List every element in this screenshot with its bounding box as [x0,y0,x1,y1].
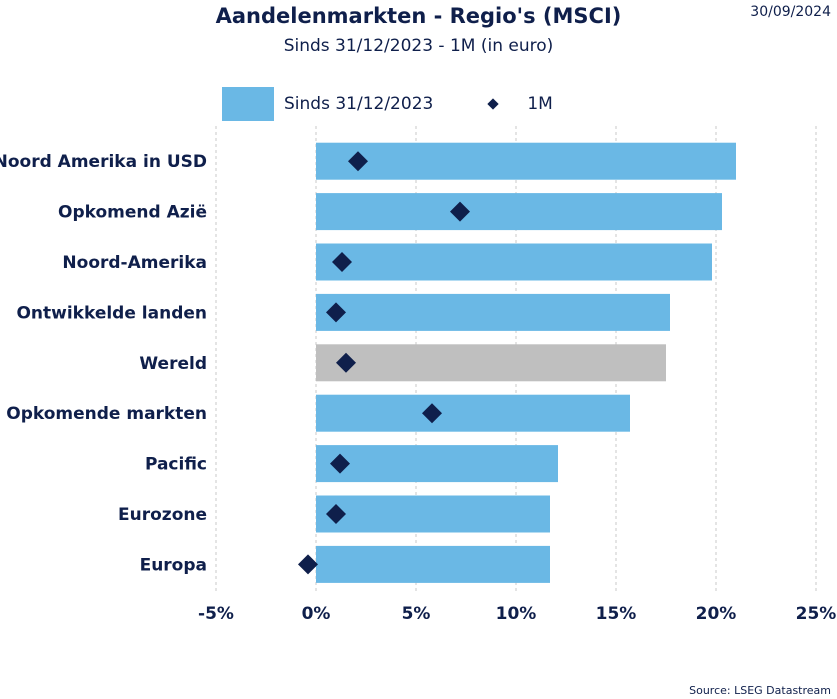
chart-subtitle: Sinds 31/12/2023 - 1M (in euro) [283,36,554,56]
category-label: Europa [140,555,207,575]
bar-5 [316,344,666,382]
category-label: Pacific [145,455,207,475]
category-label: Noord-Amerika [62,253,207,273]
marker-1m-4 [326,302,346,323]
x-tick-label: 20% [696,604,737,624]
marker-1m-6 [422,403,442,424]
marker-1m-7 [330,453,350,474]
legend-label-since: Sinds 31/12/2023 [284,94,434,114]
marker-1m-9 [298,554,318,575]
marker-1m-3 [332,252,352,272]
bar-1 [316,142,736,180]
source-note: Source: LSEG Datastream [689,684,831,697]
chart-title: Aandelenmarkten - Regio's (MSCI) [215,4,622,28]
legend: Sinds 31/12/2023 1M [222,87,553,121]
category-label: Noord Amerika in USD [0,152,207,172]
category-label: Ontwikkelde landen [16,303,207,323]
legend-bar-swatch [222,87,274,121]
x-tick-label: 0% [302,604,331,624]
category-label: Opkomende markten [6,404,207,424]
category-label: Eurozone [118,505,207,525]
bar-8 [316,495,550,533]
bar-6 [316,394,630,432]
marker-1m-1 [348,151,368,172]
x-tick-label: 10% [496,604,537,624]
x-tick-label: 5% [402,604,431,624]
bar-9 [316,545,550,583]
bar-4 [316,293,670,331]
marker-1m-5 [336,352,356,373]
x-tick-label: -5% [198,604,234,624]
category-label: Wereld [139,354,207,374]
bar-7 [316,445,558,483]
category-label: Opkomend Azië [58,203,207,223]
x-tick-label: 25% [796,604,837,624]
marker-1m-8 [326,504,346,524]
bar-3 [316,243,712,281]
marker-1m-2 [450,201,470,222]
x-tick-label: 15% [596,604,637,624]
bar-2 [316,193,722,231]
chart-date: 30/09/2024 [750,4,831,20]
legend-label-1m: 1M [527,94,553,114]
